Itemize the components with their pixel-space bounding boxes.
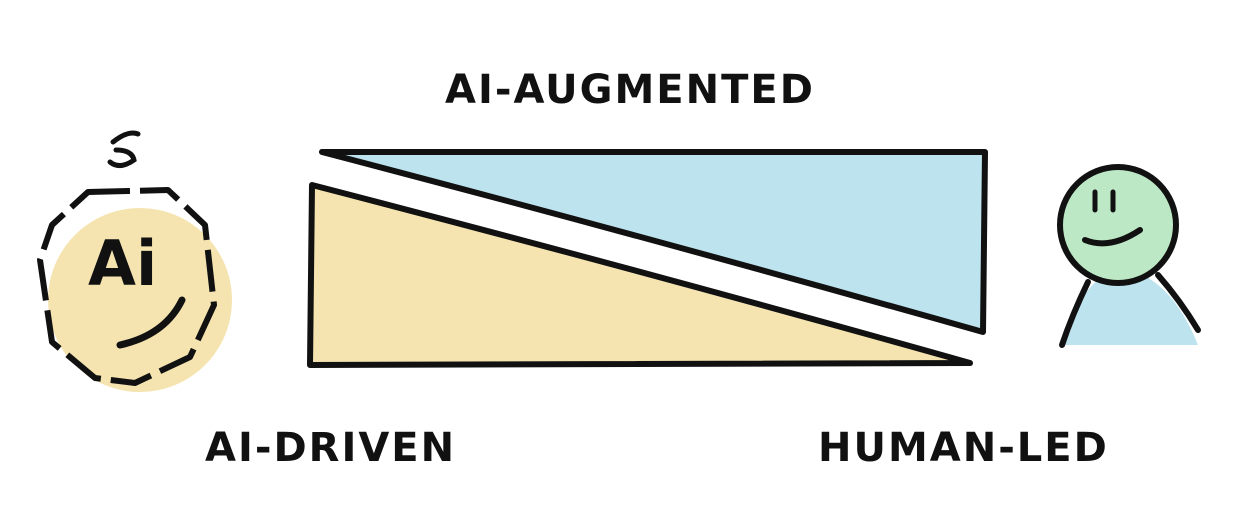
- ai-augmented-label: Ai-Augmented: [445, 67, 815, 113]
- ai-robot-face-icon: Ai: [37, 130, 232, 392]
- ai-driven-region: [307, 182, 973, 368]
- human-led-region: [319, 149, 988, 335]
- smiling-person-icon: [1057, 164, 1201, 348]
- human-led-label: Human-Led: [818, 425, 1109, 471]
- ai-driven-label: Ai-Driven: [205, 425, 457, 471]
- ai-badge-text: Ai: [88, 227, 157, 300]
